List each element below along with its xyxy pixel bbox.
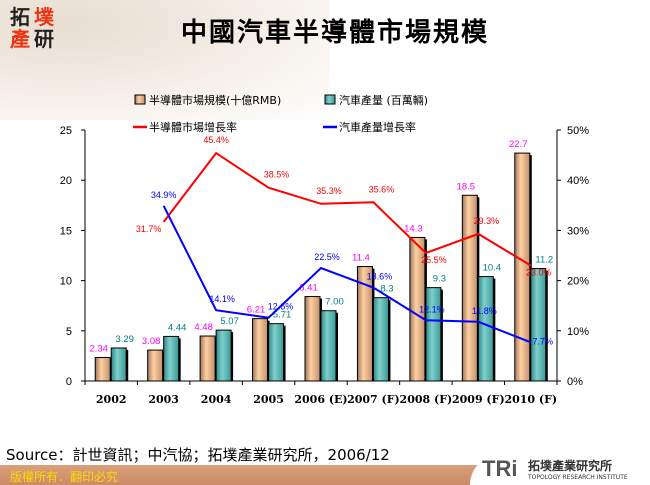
- x-tick-label: 2008 (F): [400, 393, 453, 406]
- bar-label: 14.3: [404, 223, 423, 234]
- x-tick-label: 2006 (E): [294, 393, 347, 406]
- bar-semiconductor: [199, 335, 216, 382]
- bar-vehicle: [425, 287, 442, 382]
- bar-label: 5.07: [220, 316, 239, 327]
- line-label: 29.3%: [474, 216, 500, 226]
- line-label: 34.9%: [151, 190, 177, 200]
- bar-semiconductor: [461, 194, 478, 382]
- bar-label: 11.4: [352, 253, 370, 264]
- line-label: 12.1%: [419, 304, 445, 314]
- left-tick-label: 10: [60, 276, 72, 288]
- bar-semiconductor: [514, 152, 531, 382]
- bar-vehicle: [372, 297, 389, 382]
- right-tick-label: 30%: [567, 225, 589, 237]
- line-label: 38.5%: [264, 170, 290, 180]
- right-tick-label: 20%: [567, 276, 589, 288]
- legend-label: 半導體市場規模(十億RMB): [149, 93, 281, 107]
- line-vehicle-growth: [162, 205, 532, 344]
- bar-label: 11.2: [535, 255, 553, 266]
- source-note: Source：計世資訊；中汽協；拓墣產業研究所，2006/12: [6, 446, 390, 464]
- x-tick-label: 2004: [201, 393, 232, 406]
- bar-label: 10.4: [483, 263, 502, 274]
- institute-name: 拓墣產業研究所: [528, 459, 613, 473]
- logo-char: 墣: [34, 5, 54, 29]
- bar-semiconductor: [304, 296, 321, 382]
- x-tick-label: 2003: [148, 393, 179, 406]
- line-label: 12.6%: [268, 302, 294, 312]
- bar-label: 6.21: [247, 305, 266, 316]
- bar-vehicle: [320, 310, 337, 382]
- bar-semiconductor: [94, 357, 111, 382]
- institute-name-en: TOPOLOGY RESEARCH INSTITUTE: [528, 474, 628, 481]
- legend-label: 半導體市場增長率: [149, 120, 237, 134]
- line-label: 35.6%: [369, 184, 395, 194]
- right-tick-label: 40%: [567, 175, 589, 187]
- x-tick-label: 2002: [96, 393, 127, 406]
- x-tick-label: 2010 (F): [504, 393, 557, 406]
- line-label: 22.5%: [314, 252, 340, 262]
- copyright: 版權所有．翻印必究: [10, 470, 119, 484]
- bar-vehicle: [530, 268, 547, 382]
- x-tick-label: 2009 (F): [452, 393, 505, 406]
- line-label: 14.1%: [209, 294, 235, 304]
- bar-label: 8.41: [299, 283, 318, 294]
- bar-label: 9.3: [433, 274, 446, 285]
- bar-label: 3.29: [115, 334, 134, 345]
- bar-vehicle: [163, 335, 180, 382]
- line-label: 7.7%: [533, 336, 554, 346]
- bar-label: 5.71: [273, 310, 292, 321]
- bar-label: 22.7: [509, 139, 528, 150]
- line-label: 18.6%: [367, 272, 393, 282]
- map-background: [0, 0, 330, 120]
- left-tick-label: 5: [66, 326, 72, 338]
- logo: 拓墣產研: [8, 6, 60, 54]
- legend-swatch: [134, 94, 146, 105]
- left-tick-label: 25: [60, 125, 72, 137]
- page-title: 中國汽車半導體市場規模: [180, 18, 489, 48]
- x-tick-label: 2007 (F): [347, 393, 400, 406]
- x-tick-label: 2005: [253, 393, 284, 406]
- institute-logo: [470, 455, 650, 485]
- right-tick-label: 0%: [567, 376, 583, 388]
- line-label: 23.0%: [526, 268, 552, 278]
- bar-vehicle: [110, 347, 127, 382]
- right-tick-label: 10%: [567, 326, 589, 338]
- bar-label: 4.44: [168, 322, 187, 333]
- tri-mark: TRi: [482, 456, 518, 481]
- left-tick-label: 20: [60, 175, 72, 187]
- bar-label: 4.48: [194, 322, 213, 333]
- bar-label: 8.3: [380, 284, 393, 295]
- bar-label: 2.34: [89, 344, 108, 355]
- logo-char: 拓: [10, 5, 30, 29]
- bar-semiconductor: [356, 266, 373, 382]
- right-tick-label: 50%: [567, 125, 589, 137]
- bar-semiconductor: [147, 349, 164, 382]
- chart: 0 5 10 15 20 25 0% 10% 20% 30% 40% 50% 2002 2003 2004 2…: [60, 93, 589, 406]
- logo-char: 產: [10, 27, 30, 51]
- left-tick-label: 15: [60, 225, 72, 237]
- bar-semiconductor: [252, 318, 269, 382]
- left-tick-label: 0: [66, 376, 72, 388]
- line-label: 11.8%: [472, 306, 497, 316]
- bar-vehicle: [477, 276, 494, 382]
- bar-vehicle: [268, 323, 285, 382]
- legend-label: 汽車產量增長率: [339, 120, 416, 134]
- legend-label: 汽車產量 (百萬輛): [339, 93, 428, 107]
- logo-char: 研: [34, 27, 54, 51]
- bar-label: 3.08: [142, 336, 161, 347]
- line-label: 35.3%: [316, 186, 342, 196]
- line-label: 25.5%: [421, 255, 447, 265]
- bar-label: 7.00: [325, 297, 344, 308]
- legend-swatch: [324, 94, 336, 105]
- line-semiconductor-growth: [162, 151, 532, 267]
- line-label: 45.4%: [203, 135, 229, 145]
- line-label: 31.7%: [136, 224, 162, 234]
- bar-vehicle: [215, 329, 232, 382]
- bar-label: 18.5: [457, 181, 476, 192]
